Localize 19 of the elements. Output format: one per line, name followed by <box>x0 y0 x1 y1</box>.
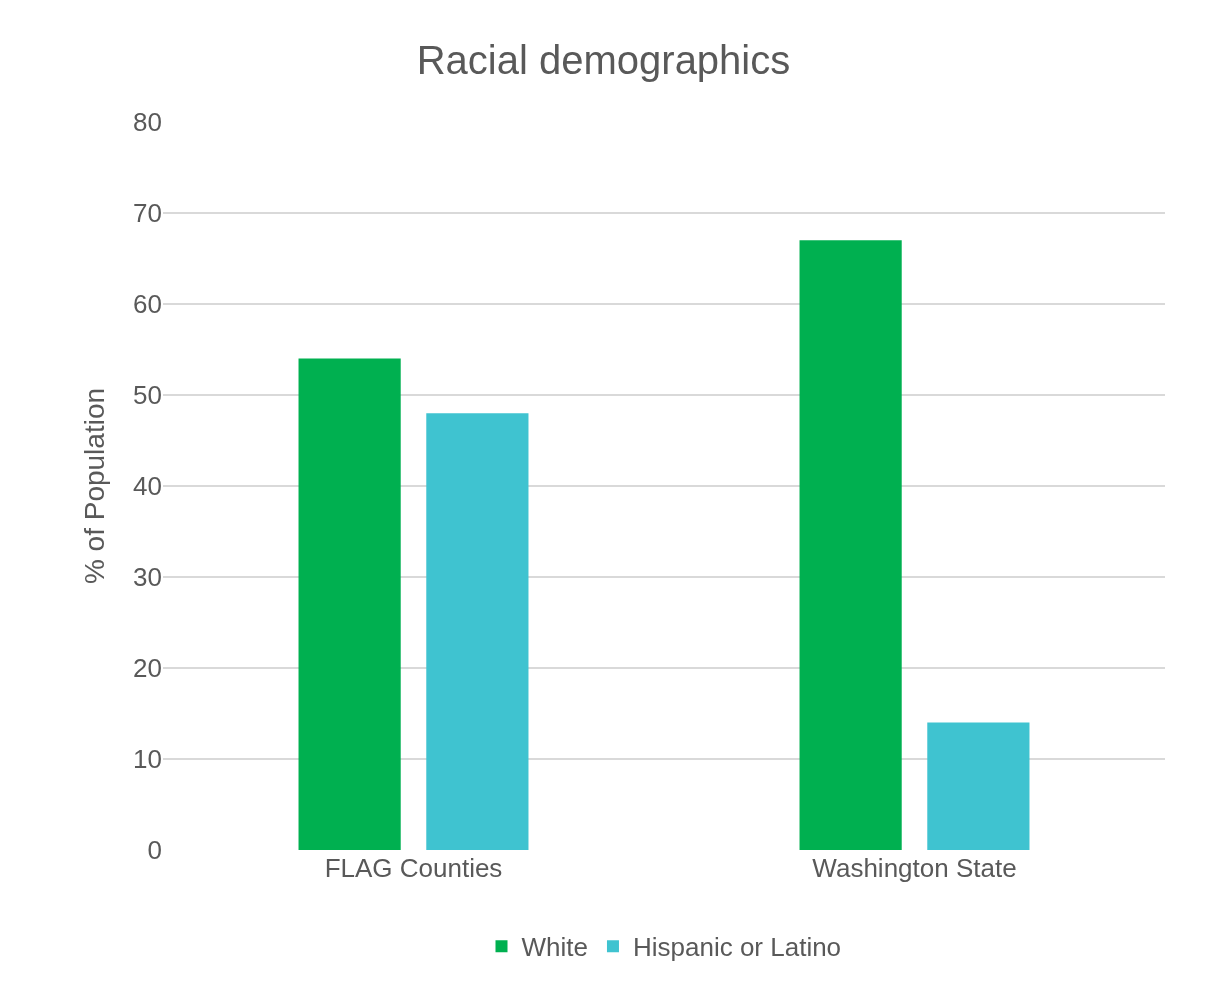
x-tick-label: FLAG Counties <box>324 853 503 883</box>
y-tick-label: 70 <box>133 198 162 229</box>
y-tick-label: 0 <box>147 835 162 866</box>
y-tick-label: 10 <box>133 744 162 775</box>
y-tick-label: 50 <box>133 380 162 411</box>
bar <box>298 358 401 850</box>
chart-title: Racial demographics <box>416 37 791 82</box>
bar <box>927 722 1030 850</box>
y-tick-label: 60 <box>133 289 162 320</box>
legend-label: White <box>521 932 588 963</box>
y-tick-label: 40 <box>133 471 162 502</box>
y-tick-label: 30 <box>133 562 162 593</box>
legend-label: Hispanic or Latino <box>632 932 842 963</box>
y-tick-label: 20 <box>133 653 162 684</box>
x-tick-label: Washington State <box>812 853 1017 883</box>
y-axis-title: % of Population <box>78 387 110 585</box>
bar <box>426 413 529 850</box>
y-tick-label: 80 <box>133 107 162 138</box>
bar <box>799 240 902 850</box>
